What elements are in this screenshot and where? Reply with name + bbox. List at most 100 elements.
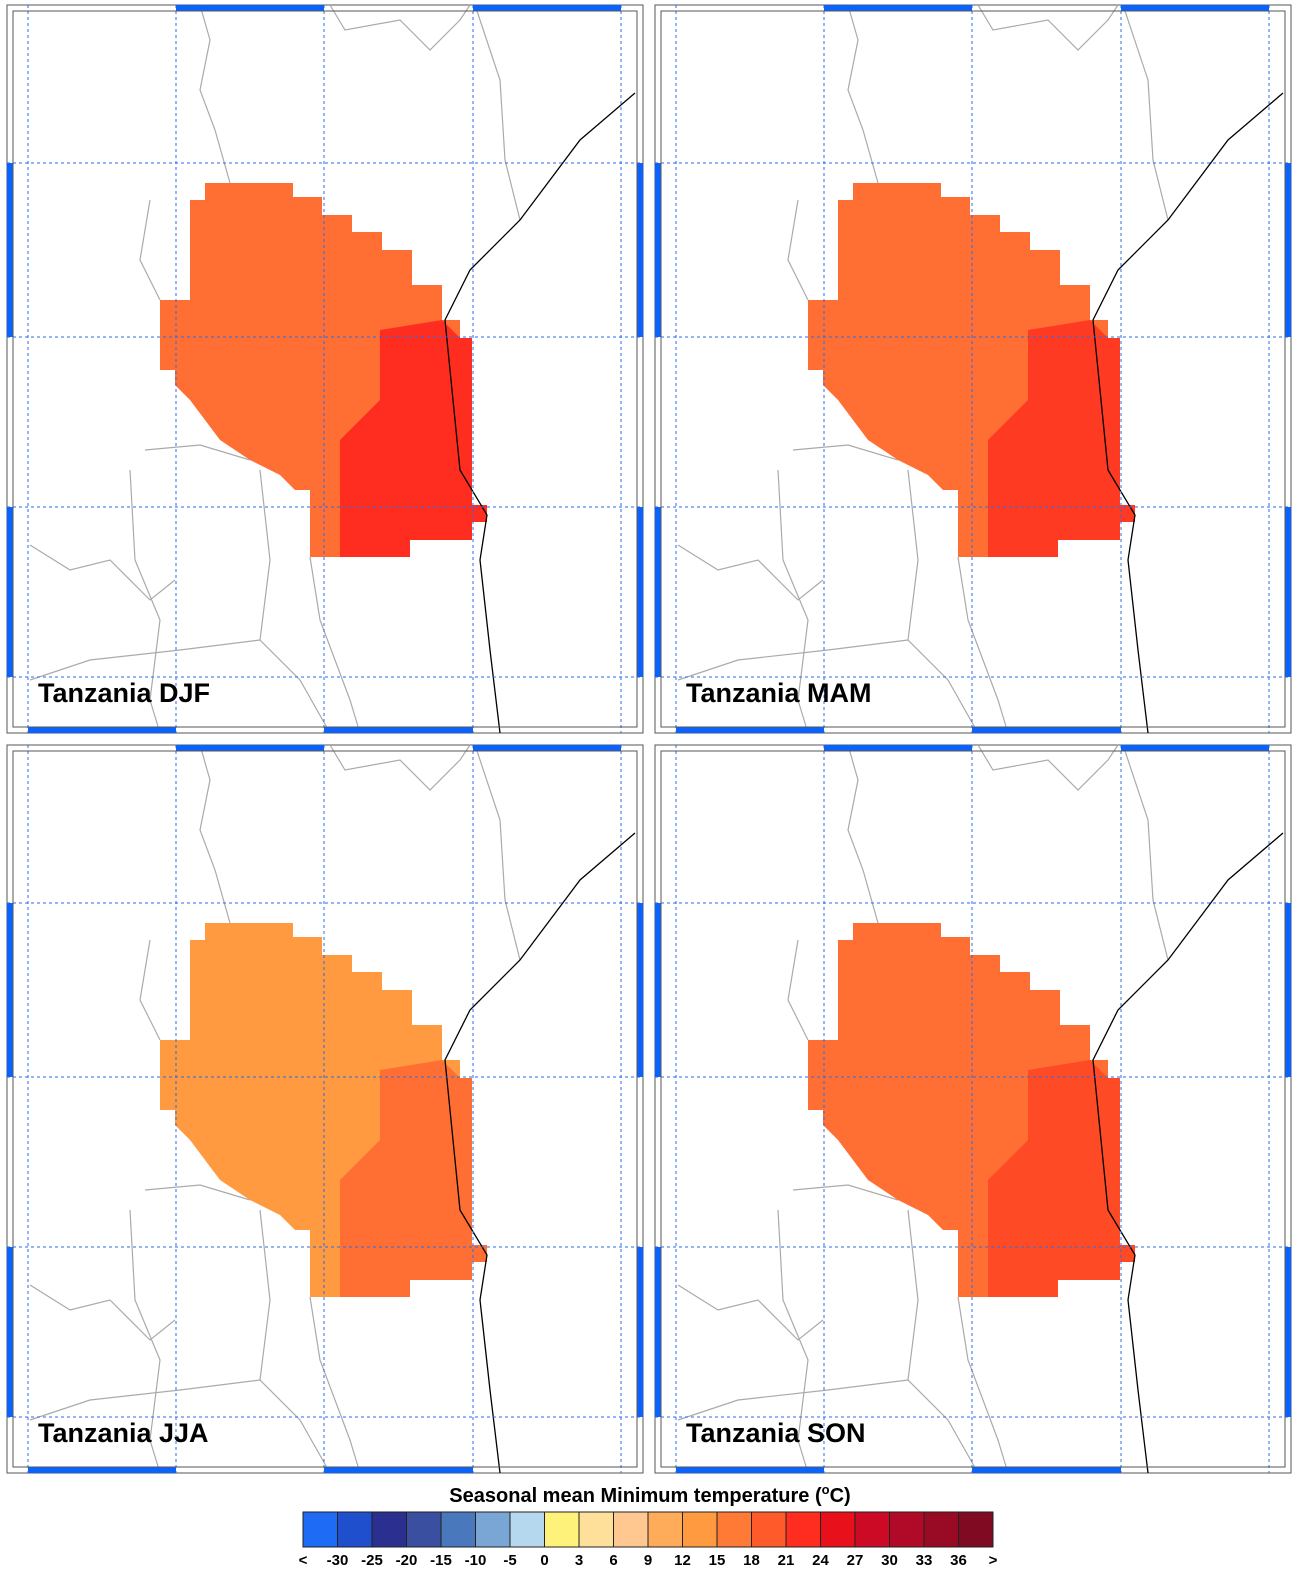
colorbar-swatch bbox=[371, 1511, 407, 1548]
colorbar-label: > bbox=[989, 1552, 998, 1569]
panel-inner-frame bbox=[660, 750, 1286, 1468]
frame-tick bbox=[637, 903, 643, 1077]
colorbar-title: Seasonal mean Minimum temperature (oC) bbox=[449, 1482, 850, 1507]
panel-title: Tanzania JJA bbox=[38, 1418, 209, 1448]
frame-tick bbox=[176, 745, 324, 751]
frame-tick bbox=[473, 5, 621, 11]
frame-tick bbox=[824, 5, 972, 11]
frame-tick bbox=[176, 5, 324, 11]
colorbar-label: -20 bbox=[396, 1552, 418, 1569]
colorbar-swatch bbox=[302, 1511, 338, 1548]
map-panel: Tanzania SON bbox=[654, 744, 1292, 1474]
colorbar-label: 21 bbox=[778, 1552, 795, 1569]
country-border bbox=[29, 1379, 261, 1421]
colorbar-title-unit: C) bbox=[830, 1485, 851, 1507]
country-border bbox=[787, 199, 809, 301]
country-border bbox=[977, 4, 1119, 51]
panel-title: Tanzania DJF bbox=[38, 678, 210, 708]
country-border bbox=[474, 744, 521, 961]
frame-tick bbox=[7, 1247, 13, 1417]
country-border bbox=[777, 469, 809, 734]
frame-tick bbox=[637, 507, 643, 677]
colorbar-swatch bbox=[716, 1511, 752, 1548]
country-border bbox=[957, 1296, 1009, 1474]
country-border bbox=[847, 744, 879, 924]
country-border bbox=[309, 1296, 361, 1474]
panel-inner-frame bbox=[12, 750, 638, 1468]
frame-tick bbox=[1121, 745, 1269, 751]
country-border bbox=[309, 556, 361, 734]
frame-tick bbox=[655, 163, 661, 337]
coastline bbox=[444, 92, 636, 734]
colorbar-label: 30 bbox=[881, 1552, 898, 1569]
country-border bbox=[792, 444, 899, 461]
panel-title: Tanzania SON bbox=[686, 1418, 866, 1448]
country-border bbox=[29, 544, 176, 601]
frame-tick bbox=[972, 1467, 1121, 1473]
colorbar-label: 27 bbox=[847, 1552, 864, 1569]
colorbar-swatch bbox=[682, 1511, 718, 1548]
panel-title: Tanzania MAM bbox=[686, 678, 872, 708]
country-border bbox=[1122, 4, 1169, 221]
frame-tick bbox=[676, 1467, 824, 1473]
frame-tick bbox=[655, 507, 661, 677]
colorbar-swatch bbox=[406, 1511, 442, 1548]
country-border bbox=[847, 4, 879, 184]
colorbar-label: -10 bbox=[465, 1552, 487, 1569]
colorbar-label: -30 bbox=[327, 1552, 349, 1569]
colorbar-label: 18 bbox=[743, 1552, 760, 1569]
country-border bbox=[29, 639, 261, 681]
colorbar-label: 12 bbox=[674, 1552, 691, 1569]
frame-tick bbox=[637, 163, 643, 337]
tanzania-east-field bbox=[340, 1060, 487, 1297]
colorbar-label: 24 bbox=[812, 1552, 829, 1569]
country-border bbox=[29, 1284, 176, 1341]
frame-tick bbox=[655, 1247, 661, 1417]
country-border bbox=[144, 1184, 251, 1201]
frame-tick bbox=[473, 745, 621, 751]
coastline bbox=[444, 832, 636, 1474]
frame-tick bbox=[824, 745, 972, 751]
colorbar-swatch bbox=[923, 1511, 959, 1548]
tanzania-east-field bbox=[988, 1060, 1135, 1297]
colorbar-title-sup: o bbox=[822, 1482, 830, 1497]
frame-tick bbox=[1285, 507, 1291, 677]
colorbar-swatch bbox=[337, 1511, 373, 1548]
coastline bbox=[1092, 832, 1284, 1474]
country-border bbox=[957, 556, 1009, 734]
colorbar-label: 9 bbox=[644, 1552, 652, 1569]
frame-tick bbox=[1285, 1247, 1291, 1417]
frame-tick bbox=[7, 507, 13, 677]
tanzania-east-field bbox=[340, 320, 487, 557]
country-border bbox=[977, 744, 1119, 791]
country-border bbox=[777, 1209, 809, 1474]
colorbar-swatch bbox=[613, 1511, 649, 1548]
country-border bbox=[144, 444, 251, 461]
frame-tick bbox=[972, 727, 1121, 733]
frame-tick bbox=[7, 163, 13, 337]
frame-tick bbox=[324, 727, 473, 733]
colorbar-swatch bbox=[440, 1511, 476, 1548]
country-border bbox=[129, 1209, 161, 1474]
colorbar-swatch bbox=[475, 1511, 511, 1548]
frame-tick bbox=[7, 903, 13, 1077]
colorbar-swatch bbox=[578, 1511, 614, 1548]
colorbar-swatch bbox=[751, 1511, 787, 1548]
colorbar-swatch bbox=[854, 1511, 890, 1548]
country-border bbox=[787, 939, 809, 1041]
colorbar-label: -15 bbox=[430, 1552, 452, 1569]
map-panel: Tanzania MAM bbox=[654, 4, 1292, 734]
colorbar-swatch bbox=[509, 1511, 545, 1548]
colorbar-label: -5 bbox=[503, 1552, 516, 1569]
country-border bbox=[129, 469, 161, 734]
frame-tick bbox=[1285, 163, 1291, 337]
country-border bbox=[474, 4, 521, 221]
colorbar-swatch bbox=[820, 1511, 856, 1548]
country-border bbox=[199, 744, 231, 924]
frame-tick bbox=[1121, 5, 1269, 11]
colorbar-swatch bbox=[647, 1511, 683, 1548]
panel-inner-frame bbox=[12, 10, 638, 728]
country-border bbox=[329, 4, 471, 51]
colorbar-label: 36 bbox=[950, 1552, 967, 1569]
